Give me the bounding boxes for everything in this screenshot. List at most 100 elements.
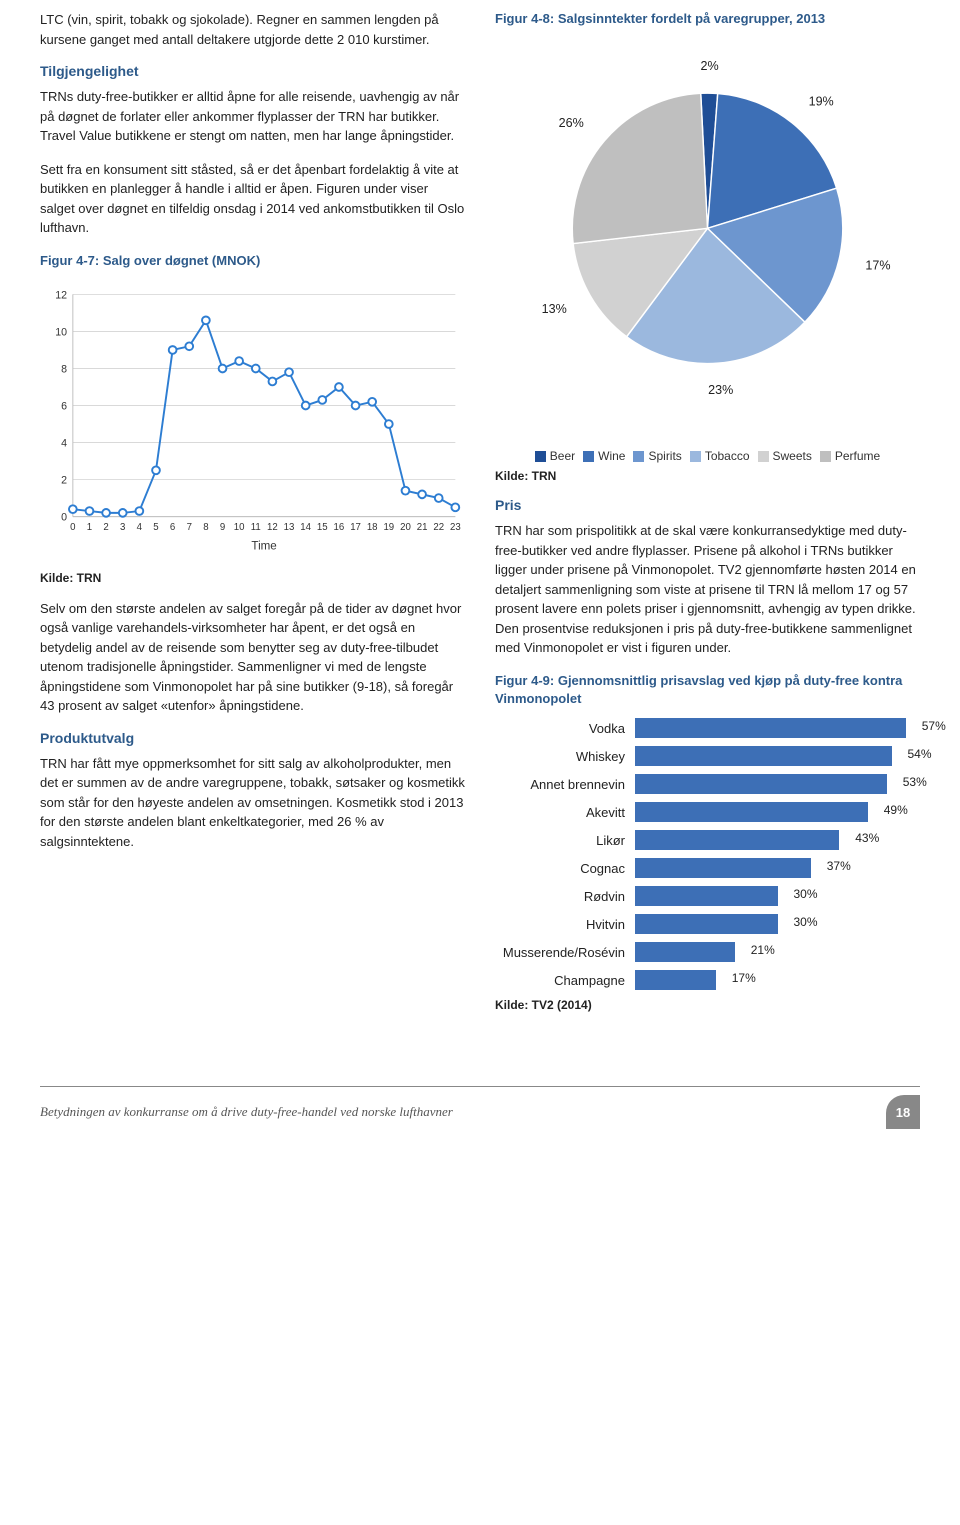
left-column: LTC (vin, spirit, tobakk og sjokolade). … bbox=[40, 10, 465, 1026]
svg-text:12: 12 bbox=[267, 522, 278, 533]
bar-fill: 43% bbox=[635, 830, 839, 850]
svg-text:3: 3 bbox=[120, 522, 125, 533]
bar-value: 43% bbox=[855, 831, 879, 845]
legend-item: Sweets bbox=[758, 449, 812, 463]
bar-label: Champagne bbox=[495, 973, 635, 988]
bar-track: 43% bbox=[635, 830, 920, 850]
bar-row: Vodka 57% bbox=[495, 718, 920, 738]
bar-value: 37% bbox=[827, 859, 851, 873]
pie-chart-fig-4-8: 2% 19% 17% 23% 13% 26% bbox=[495, 38, 920, 443]
svg-text:10: 10 bbox=[55, 326, 67, 338]
figure-4-9-title: Figur 4-9: Gjennomsnittlig prisavslag ve… bbox=[495, 672, 920, 708]
para-produktutvalg: TRN har fått mye oppmerksomhet for sitt … bbox=[40, 754, 465, 852]
para-selvom: Selv om den største andelen av salget fo… bbox=[40, 599, 465, 716]
svg-text:13%: 13% bbox=[542, 302, 567, 316]
bar-row: Rødvin 30% bbox=[495, 886, 920, 906]
bar-track: 30% bbox=[635, 914, 920, 934]
legend-item: Tobacco bbox=[690, 449, 750, 463]
bar-fill: 37% bbox=[635, 858, 811, 878]
kilde-trn-left: Kilde: TRN bbox=[40, 571, 465, 585]
svg-text:9: 9 bbox=[220, 522, 225, 533]
svg-text:21: 21 bbox=[417, 522, 428, 533]
kilde-tv2: Kilde: TV2 (2014) bbox=[495, 998, 920, 1012]
bar-fill: 54% bbox=[635, 746, 892, 766]
pie-legend: BeerWineSpiritsTobaccoSweetsPerfume bbox=[495, 449, 920, 463]
bar-fill: 49% bbox=[635, 802, 868, 822]
svg-text:4: 4 bbox=[137, 522, 143, 533]
svg-text:14: 14 bbox=[300, 522, 311, 533]
bar-label: Whiskey bbox=[495, 749, 635, 764]
svg-text:23: 23 bbox=[450, 522, 461, 533]
svg-text:26%: 26% bbox=[559, 116, 584, 130]
bar-track: 49% bbox=[635, 802, 920, 822]
svg-text:16: 16 bbox=[334, 522, 345, 533]
bar-row: Akevitt 49% bbox=[495, 802, 920, 822]
svg-text:22: 22 bbox=[433, 522, 444, 533]
svg-text:19%: 19% bbox=[809, 94, 834, 108]
svg-text:2: 2 bbox=[61, 474, 67, 486]
legend-item: Wine bbox=[583, 449, 625, 463]
bar-track: 54% bbox=[635, 746, 920, 766]
bar-value: 21% bbox=[751, 943, 775, 957]
bar-label: Hvitvin bbox=[495, 917, 635, 932]
bar-row: Cognac 37% bbox=[495, 858, 920, 878]
bar-fill: 17% bbox=[635, 970, 716, 990]
right-column: Figur 4-8: Salgsinntekter fordelt på var… bbox=[495, 10, 920, 1026]
footer-text: Betydningen av konkurranse om å drive du… bbox=[40, 1104, 453, 1120]
bar-value: 30% bbox=[793, 887, 817, 901]
svg-text:6: 6 bbox=[61, 400, 67, 412]
kilde-trn-right: Kilde: TRN bbox=[495, 469, 920, 483]
bar-label: Annet brennevin bbox=[495, 777, 635, 792]
bar-fill: 21% bbox=[635, 942, 735, 962]
bar-fill: 53% bbox=[635, 774, 887, 794]
bar-chart-fig-4-9: Vodka 57% Whiskey 54% Annet brennevin 53… bbox=[495, 718, 920, 990]
bar-value: 49% bbox=[884, 803, 908, 817]
bar-track: 53% bbox=[635, 774, 920, 794]
bar-track: 21% bbox=[635, 942, 920, 962]
line-chart-fig-4-7: 0246810120123456789101112131415161718192… bbox=[40, 280, 465, 565]
svg-text:8: 8 bbox=[203, 522, 208, 533]
svg-text:Time: Time bbox=[251, 540, 276, 552]
svg-text:23%: 23% bbox=[708, 383, 733, 397]
svg-text:7: 7 bbox=[187, 522, 192, 533]
bar-value: 53% bbox=[903, 775, 927, 789]
svg-text:8: 8 bbox=[61, 363, 67, 375]
bar-track: 30% bbox=[635, 886, 920, 906]
svg-text:19: 19 bbox=[383, 522, 394, 533]
svg-text:17: 17 bbox=[350, 522, 361, 533]
bar-row: Musserende/Rosévin 21% bbox=[495, 942, 920, 962]
bar-row: Whiskey 54% bbox=[495, 746, 920, 766]
svg-text:15: 15 bbox=[317, 522, 328, 533]
svg-text:2%: 2% bbox=[701, 59, 719, 73]
bar-row: Champagne 17% bbox=[495, 970, 920, 990]
bar-fill: 30% bbox=[635, 886, 778, 906]
para-tilgjengelighet: TRNs duty-free-butikker er alltid åpne f… bbox=[40, 87, 465, 146]
bar-row: Likør 43% bbox=[495, 830, 920, 850]
svg-text:0: 0 bbox=[61, 511, 67, 523]
svg-text:13: 13 bbox=[284, 522, 295, 533]
legend-item: Perfume bbox=[820, 449, 880, 463]
bar-value: 30% bbox=[793, 915, 817, 929]
svg-text:17%: 17% bbox=[865, 259, 890, 273]
bar-label: Akevitt bbox=[495, 805, 635, 820]
bar-value: 57% bbox=[922, 719, 946, 733]
bar-track: 37% bbox=[635, 858, 920, 878]
svg-text:5: 5 bbox=[153, 522, 158, 533]
figure-4-8-title: Figur 4-8: Salgsinntekter fordelt på var… bbox=[495, 10, 920, 28]
para-pris: TRN har som prispolitikk at de skal være… bbox=[495, 521, 920, 658]
svg-text:2: 2 bbox=[103, 522, 108, 533]
svg-text:18: 18 bbox=[367, 522, 378, 533]
bar-fill: 57% bbox=[635, 718, 906, 738]
bar-label: Vodka bbox=[495, 721, 635, 736]
bar-track: 57% bbox=[635, 718, 920, 738]
bar-label: Musserende/Rosévin bbox=[495, 945, 635, 960]
bar-row: Annet brennevin 53% bbox=[495, 774, 920, 794]
svg-text:20: 20 bbox=[400, 522, 411, 533]
bar-label: Rødvin bbox=[495, 889, 635, 904]
page-number: 18 bbox=[886, 1095, 920, 1129]
svg-text:1: 1 bbox=[87, 522, 92, 533]
svg-text:10: 10 bbox=[234, 522, 245, 533]
bar-value: 54% bbox=[907, 747, 931, 761]
svg-text:6: 6 bbox=[170, 522, 175, 533]
bar-fill: 30% bbox=[635, 914, 778, 934]
